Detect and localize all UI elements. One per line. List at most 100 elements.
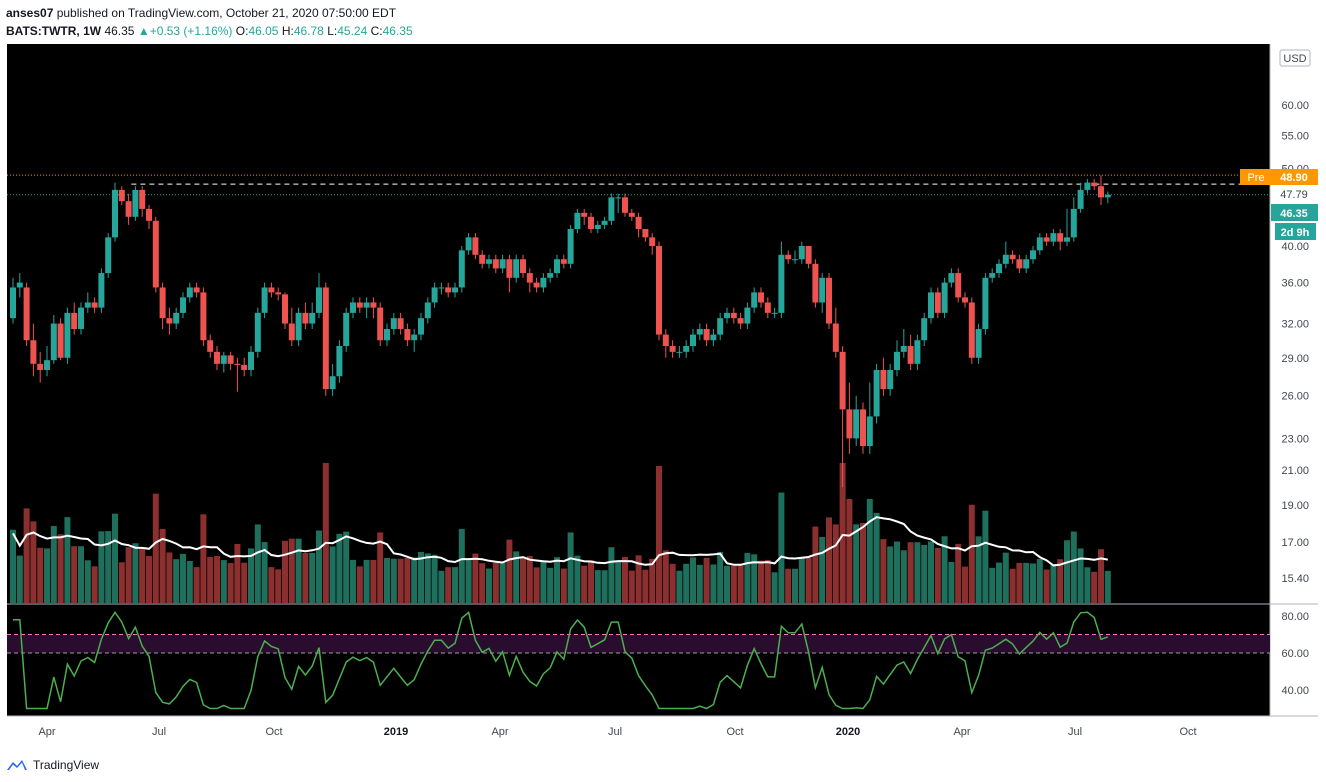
candle-body <box>560 259 567 264</box>
candle-body <box>581 212 588 217</box>
volume-bar <box>1057 559 1064 603</box>
candle-body <box>520 259 526 274</box>
time-label: Oct <box>265 726 282 738</box>
candle-body <box>84 302 91 308</box>
volume-bar <box>778 492 785 603</box>
volume-bar <box>350 559 356 603</box>
volume-bar <box>241 562 248 603</box>
volume-bar <box>662 550 669 603</box>
volume-bar <box>934 547 941 603</box>
volume-bar <box>37 547 44 603</box>
candle-body <box>411 334 418 341</box>
candle-body <box>37 363 44 370</box>
volume-bar <box>982 510 989 603</box>
candle-body <box>112 189 118 238</box>
tradingview-logo-icon[interactable] <box>6 758 28 772</box>
volume-bar <box>880 539 887 603</box>
volume-bar <box>581 565 588 603</box>
volume-bar <box>696 564 703 603</box>
volume-bar <box>390 558 397 603</box>
candle-body <box>445 287 452 293</box>
candle-body <box>241 365 248 370</box>
candle-body <box>418 318 424 335</box>
volume-bar <box>812 526 819 603</box>
price-tick-label: 17.00 <box>1281 537 1309 549</box>
candle-body <box>146 208 152 221</box>
candle-body <box>390 318 397 330</box>
candle-body <box>363 302 370 308</box>
volume-bar <box>588 560 594 603</box>
volume-bar <box>10 529 16 603</box>
candle-body <box>608 197 615 221</box>
candle-body <box>764 302 771 313</box>
candle-body <box>948 273 955 283</box>
volume-bar <box>23 508 30 603</box>
volume-bar <box>363 559 370 603</box>
time-label: Jul <box>608 726 622 738</box>
volume-bar <box>846 498 853 603</box>
low-value: 45.24 <box>337 24 368 38</box>
volume-bar <box>941 536 948 603</box>
plot-background <box>7 44 1270 716</box>
volume-bar <box>1064 540 1070 603</box>
candle-body <box>819 277 826 303</box>
volume-bar <box>1084 567 1091 603</box>
candle-body <box>1023 259 1030 269</box>
volume-bar <box>526 556 533 603</box>
time-label: 2020 <box>836 726 860 738</box>
volume-bar <box>1002 552 1009 603</box>
svg-text:Pre: Pre <box>1247 172 1264 184</box>
candle-body <box>282 294 288 324</box>
candle-body <box>91 302 98 308</box>
volume-bar <box>900 550 907 603</box>
volume-bar <box>948 561 955 603</box>
volume-bar <box>57 534 64 603</box>
candle-body <box>567 229 574 264</box>
candle-body <box>676 351 683 353</box>
volume-bar <box>683 563 690 603</box>
candle-body <box>798 245 805 260</box>
volume-bar <box>703 557 710 603</box>
volume-bar <box>166 552 173 603</box>
volume-bar <box>445 567 452 603</box>
volume-bar <box>295 538 302 603</box>
candle-body <box>866 416 873 447</box>
candle-body <box>1016 259 1023 269</box>
open-label: O: <box>235 24 249 38</box>
volume-bar <box>866 498 873 603</box>
candle-body <box>710 334 717 341</box>
volume-bar <box>146 556 152 603</box>
candle-body <box>1030 250 1036 260</box>
candle-body <box>118 189 125 202</box>
volume-bar <box>186 560 193 603</box>
time-axis[interactable]: Apr Jul Oct 2019 Apr Jul Oct 2020 Apr Jul Oct <box>38 726 1196 738</box>
candle-body <box>16 282 23 288</box>
close-value: 46.35 <box>382 24 413 38</box>
candle-body <box>472 237 479 255</box>
candle-body <box>30 340 37 364</box>
time-label: Apr <box>38 726 55 738</box>
volume-bar <box>268 567 275 603</box>
candle-body <box>921 318 928 341</box>
author-name[interactable]: anses07 <box>6 6 54 20</box>
candle-body <box>853 409 860 439</box>
candle-body <box>322 287 329 390</box>
candle-body <box>724 312 730 319</box>
candle-body <box>492 259 499 269</box>
price-tick-label: 55.00 <box>1281 130 1309 142</box>
candle-body <box>873 369 880 417</box>
volume-bar <box>411 557 418 603</box>
candle-body <box>955 273 962 298</box>
svg-text:48.90: 48.90 <box>1280 172 1308 184</box>
volume-bar <box>594 570 601 603</box>
volume-bar <box>785 568 792 603</box>
volume-bar <box>533 567 540 603</box>
volume-bar <box>547 567 554 603</box>
candle-body <box>329 376 336 390</box>
candle-body <box>499 259 506 269</box>
brand-name[interactable]: TradingView <box>33 758 100 772</box>
time-label: Apr <box>491 726 508 738</box>
candle-body <box>642 229 649 238</box>
volume-bar <box>832 524 839 603</box>
